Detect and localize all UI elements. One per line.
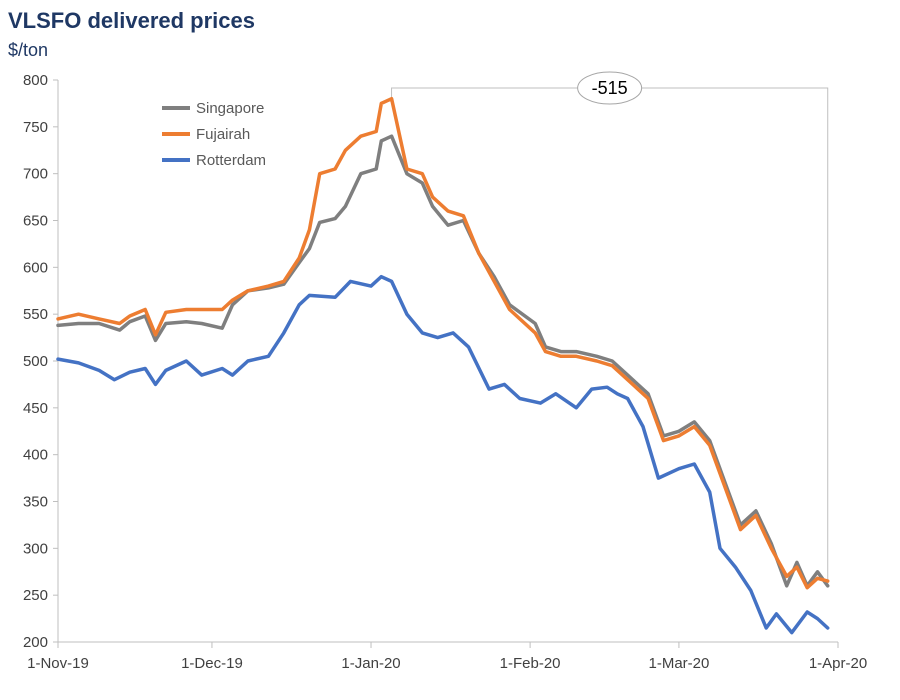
y-tick-label: 350 [23,494,48,511]
legend-label-fujairah: Fujairah [196,126,250,143]
series-layer [56,96,830,635]
y-tick-label: 750 [23,119,48,136]
y-tick-label: 700 [23,166,48,183]
y-tick-label: 800 [23,72,48,89]
x-tick-label: 1-Mar-20 [648,655,709,672]
y-tick-label: 600 [23,259,48,276]
x-tick-label: 1-Jan-20 [341,655,400,672]
y-tick-label: 250 [23,587,48,604]
series-line-fujairah [56,96,830,590]
y-tick-label: 550 [23,306,48,323]
y-axis-unit-label: $/ton [8,40,49,60]
annotation-label: -515 [592,78,628,98]
x-tick-label: 1-Feb-20 [500,655,561,672]
y-tick-label: 650 [23,213,48,230]
y-tick-label: 200 [23,634,48,651]
series-line-singapore [56,134,830,588]
annotation-bubble [577,71,643,105]
legend-label-singapore: Singapore [196,100,264,117]
x-tick-label: 1-Nov-19 [27,655,89,672]
x-tick-label: 1-Apr-20 [809,655,867,672]
axes: 200 250 300 350 400 450 500 550 600 650 700 750 800 1… [23,72,867,672]
y-tick-label: 400 [23,447,48,464]
annotation: -515 [391,71,829,582]
x-tick-label: 1-Dec-19 [181,655,243,672]
y-tick-label: 500 [23,353,48,370]
chart-title: VLSFO delivered prices [8,8,255,33]
y-tick-label: 300 [23,540,48,557]
series-line-rotterdam [56,274,830,635]
legend-label-rotterdam: Rotterdam [196,152,266,169]
legend: Singapore Fujairah Rotterdam [162,100,266,169]
y-tick-label: 450 [23,400,48,417]
